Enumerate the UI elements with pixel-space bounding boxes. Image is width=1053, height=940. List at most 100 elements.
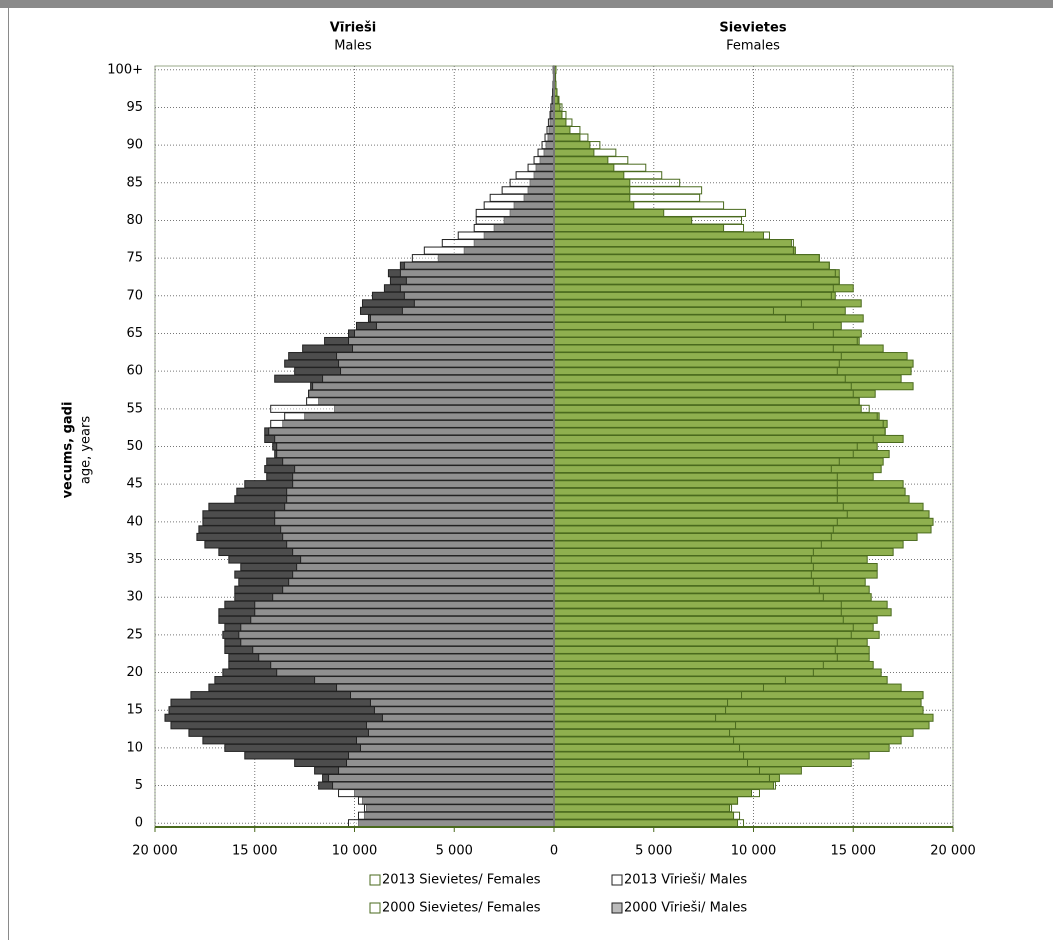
bar — [352, 344, 555, 353]
bar — [475, 216, 555, 225]
bar — [381, 713, 555, 722]
bar — [340, 367, 555, 376]
bar — [553, 246, 794, 255]
bar — [553, 585, 820, 594]
bar — [553, 306, 774, 315]
bar — [553, 344, 834, 353]
bar — [292, 547, 555, 557]
bar — [489, 193, 555, 202]
bar — [483, 201, 555, 210]
bar — [509, 178, 555, 187]
x-tick-label: 10 000 — [332, 844, 378, 859]
y-tick-label: 80 — [126, 213, 143, 228]
y-tick-label: 0 — [135, 816, 143, 831]
bar — [250, 615, 555, 624]
legend-swatch — [369, 874, 381, 886]
bar — [348, 751, 555, 760]
legend-swatch — [611, 902, 623, 914]
right-subtitle: Females — [726, 39, 780, 54]
bar — [553, 510, 848, 519]
legend-label: 2000 Vīrieši/ Males — [624, 901, 747, 916]
bar — [553, 570, 812, 579]
bar — [553, 216, 743, 225]
bar — [254, 608, 555, 617]
y-tick-label: 90 — [126, 138, 143, 153]
y-tick-label: 5 — [135, 778, 143, 793]
bar — [553, 480, 838, 489]
y-tick-label: 70 — [126, 288, 143, 303]
legend-label: 2013 Sievietes/ Females — [382, 873, 541, 888]
bar — [553, 773, 770, 783]
y-tick-label: 65 — [126, 326, 143, 341]
bar — [553, 457, 840, 466]
bar — [413, 299, 555, 308]
bar — [288, 578, 555, 587]
bar — [423, 246, 555, 255]
bar — [553, 766, 760, 775]
bar — [274, 517, 555, 526]
bar — [553, 608, 842, 617]
right-title: Sievietes — [719, 21, 786, 36]
bar — [306, 397, 555, 406]
bar — [553, 532, 832, 541]
y-axis-subtitle: age, years — [79, 416, 94, 484]
y-tick-label: 60 — [126, 364, 143, 379]
x-tick-label: 20 000 — [132, 844, 178, 859]
bar — [553, 276, 840, 285]
bar — [553, 133, 589, 142]
bar — [553, 706, 727, 715]
bar — [553, 781, 776, 790]
bar — [553, 736, 735, 745]
bar — [553, 758, 749, 767]
bar — [537, 148, 555, 157]
bar — [294, 465, 555, 474]
bar — [553, 525, 834, 534]
bar — [399, 269, 555, 278]
bar — [553, 389, 854, 398]
bar — [553, 367, 838, 376]
bar — [272, 593, 555, 602]
y-tick-label: 25 — [126, 627, 143, 642]
bar — [357, 796, 555, 805]
bar — [501, 186, 555, 195]
legend-label: 2000 Sievietes/ Females — [382, 901, 541, 916]
bar — [553, 804, 733, 813]
bar — [553, 472, 838, 481]
bar — [401, 306, 555, 315]
y-tick-label: 35 — [126, 552, 143, 567]
bar — [553, 796, 739, 805]
bar — [363, 804, 555, 813]
bar — [553, 713, 717, 722]
x-tick-label: 15 000 — [232, 844, 278, 859]
bar — [527, 163, 555, 172]
bar — [553, 442, 858, 451]
y-tick-label: 50 — [126, 439, 143, 454]
bar — [553, 540, 822, 549]
bar — [553, 819, 745, 828]
bar — [553, 743, 741, 752]
bar — [553, 118, 573, 127]
bar — [553, 239, 794, 248]
bar — [553, 495, 838, 504]
x-tick-label: 0 — [550, 844, 558, 859]
bar — [553, 126, 581, 135]
bar — [296, 563, 555, 572]
bar — [553, 578, 814, 587]
bar — [238, 630, 555, 639]
bar — [553, 163, 647, 172]
bar — [553, 653, 838, 662]
bar — [553, 299, 802, 308]
bar — [258, 653, 555, 662]
bar — [457, 231, 555, 240]
bar — [553, 502, 844, 511]
bar — [553, 683, 764, 692]
bar — [475, 208, 555, 217]
bar — [411, 254, 555, 263]
bar — [240, 638, 555, 647]
bar — [274, 434, 555, 444]
bar — [367, 728, 555, 737]
bar — [338, 789, 555, 798]
bar — [553, 465, 832, 474]
bar — [254, 600, 555, 609]
